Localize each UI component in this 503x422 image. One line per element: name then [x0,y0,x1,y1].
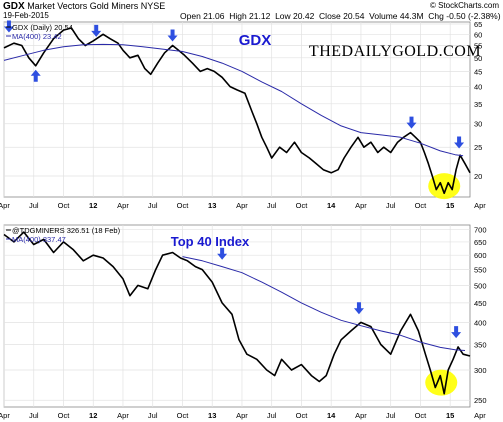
panel1-arrow-down-marker [454,136,465,149]
panel1-x-tick-label: Oct [296,201,309,210]
panel1-legend-price: GDX (Daily) 20.54 [12,23,73,32]
volume-value: 44.3M [399,11,424,21]
panel2-x-tick-label: Oct [415,411,428,420]
panel1-x-tick-label: Oct [415,201,428,210]
panel2-series-line-ma [182,256,466,351]
panel1-x-tick-label: Apr [117,201,129,210]
panel2-y-tick-label: 650 [474,238,487,247]
panel1-plot-frame [3,21,471,198]
panel1-x-tick-label: Oct [177,201,190,210]
low-value: 20.42 [293,11,315,21]
high-label: High [229,11,247,21]
panel1-arrow-down-marker [3,20,14,33]
panel1-legend-ma: MA(400) 23.42 [12,32,62,41]
panel1-watermark: THEDAILYGOLD.COM [309,43,481,60]
panel1-y-tick-label: 65 [474,20,482,29]
panel1-x-tick-label: Apr [236,201,248,210]
panel2-arrow-down-marker [451,326,462,339]
panel1-y-tick-label: 20 [474,172,482,181]
panel2-x-tick-label: Apr [0,411,10,420]
panel2-y-tick-label: 300 [474,366,487,375]
chg-label: Chg [428,11,444,21]
panel2-plot-frame [3,224,471,408]
panel2-x-tick-label: 15 [446,411,454,420]
panel1-y-tick-label: 30 [474,120,482,129]
panel2-y-tick-label: 250 [474,396,487,405]
close-value: 20.54 [343,11,365,21]
stockcharts-credit: © StockCharts.com [429,1,499,10]
panel2-y-tick-label: 400 [474,318,487,327]
panel1-arrow-down-marker [406,116,417,129]
panel2-arrow-down-marker [353,302,364,315]
panel1-y-tick-label: 50 [474,54,482,63]
panel2-x-tick-label: 12 [89,411,97,420]
panel2-x-tick-label: Oct [296,411,309,420]
volume-label: Volume [369,11,398,21]
panel1-x-tick-label: Jul [386,201,396,210]
panel1-x-tick-label: Jul [29,201,39,210]
panel1-y-tick-label: 45 [474,67,482,76]
panel1-x-tick-label: 15 [446,201,454,210]
panel2-x-tick-label: Apr [474,411,486,420]
close-label: Close [319,11,341,21]
panel1-x-tick-label: 14 [327,201,336,210]
security-name: Market Vectors Gold Miners [27,1,139,11]
panel2-x-tick-label: Oct [177,411,190,420]
panel1-chart-title: GDX [239,32,272,49]
panel2-x-tick-label: Jul [386,411,396,420]
panel2-y-tick-label: 350 [474,340,487,349]
panel1-x-tick-label: 13 [208,201,216,210]
panel1-y-tick-label: 60 [474,30,482,39]
panel2-x-tick-label: Apr [355,411,367,420]
panel1-y-tick-label: 25 [474,143,482,152]
chg-value: -0.50 (-2.38%) [446,11,501,21]
panel2-series-line-price [3,231,471,395]
panel1-x-tick-label: Jul [267,201,277,210]
panel2-x-tick-label: Oct [58,411,71,420]
panel1-highlight-ellipse [428,173,461,200]
panel2-y-tick-label: 550 [474,266,487,275]
panel2-y-tick-label: 700 [474,226,487,235]
panel1-y-tick-label: 55 [474,42,482,51]
chart-date: 19-Feb-2015 [3,11,49,20]
low-label: Low [275,11,291,21]
panel1-x-tick-label: Oct [58,201,71,210]
panel1-x-tick-label: Apr [0,201,10,210]
panel1-series-line-ma [3,43,464,157]
panel2-x-tick-label: Apr [117,411,129,420]
panel1-arrow-down-marker [91,24,102,37]
panel1-x-tick-label: Apr [355,201,367,210]
panel2-y-tick-label: 500 [474,281,487,290]
open-value: 21.06 [203,11,225,21]
high-value: 21.12 [249,11,271,21]
panel1-x-tick-label: 12 [89,201,97,210]
panel2-x-tick-label: Jul [148,411,158,420]
panel2-x-tick-label: 14 [327,411,336,420]
exchange: NYSE [140,1,166,11]
panel1-y-tick-label: 40 [474,83,482,92]
panel1-x-tick-label: Jul [148,201,158,210]
panel2-x-tick-label: Jul [29,411,39,420]
panel2-x-tick-label: Apr [236,411,248,420]
open-label: Open [180,11,201,21]
panel1-arrow-up-marker [30,69,41,82]
panel2-y-tick-label: 450 [474,299,487,308]
panel1-arrow-down-marker [167,29,178,42]
panel1-y-tick-label: 35 [474,100,482,109]
symbol: GDX [3,1,25,12]
quote-bar: Open 21.06 High 21.12 Low 20.42 Close 20… [180,11,503,21]
panel2-legend-ma: MA(400) 337.47 [12,235,66,244]
panel2-x-tick-label: 13 [208,411,216,420]
panel2-legend-price: @TDGMINERS 326.51 (18 Feb) [12,226,121,235]
panel2-arrow-down-marker [217,247,228,260]
panel2-x-tick-label: Jul [267,411,277,420]
panel1-x-tick-label: Apr [474,201,486,210]
panel2-y-tick-label: 600 [474,251,487,260]
panel2-chart-title: Top 40 Index [171,234,250,249]
